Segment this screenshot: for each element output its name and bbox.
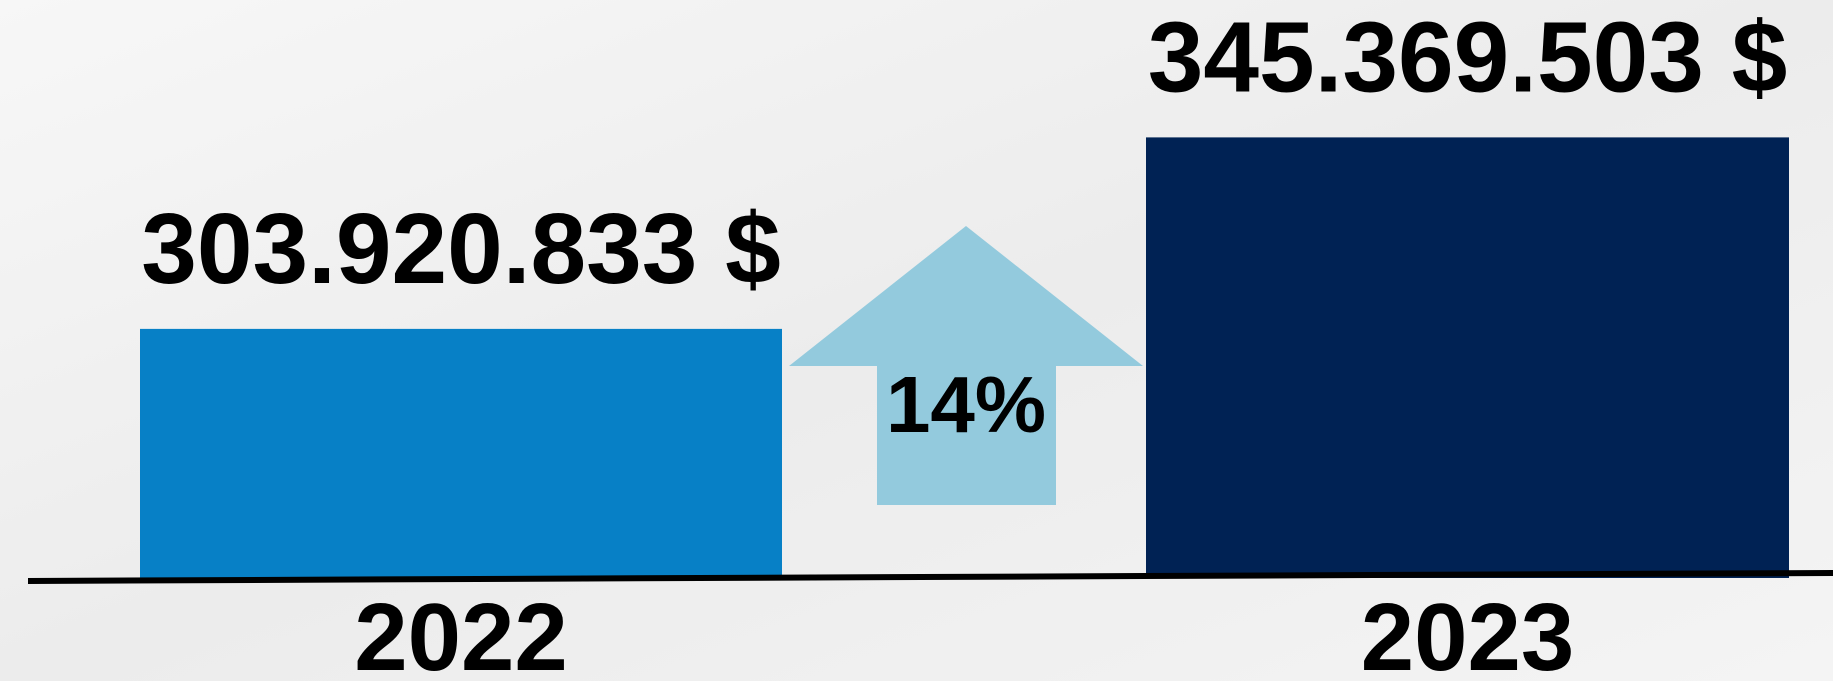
category-label: 2023 xyxy=(1361,584,1575,681)
bar xyxy=(1146,137,1789,579)
value-label: 303.920.833 $ xyxy=(141,193,781,305)
growth-arrow xyxy=(789,226,1143,505)
value-label: 345.369.503 $ xyxy=(1148,1,1788,113)
bar xyxy=(140,328,782,578)
growth-label: 14% xyxy=(886,360,1046,449)
baseline xyxy=(27,570,1833,584)
category-label: 2022 xyxy=(354,584,568,681)
